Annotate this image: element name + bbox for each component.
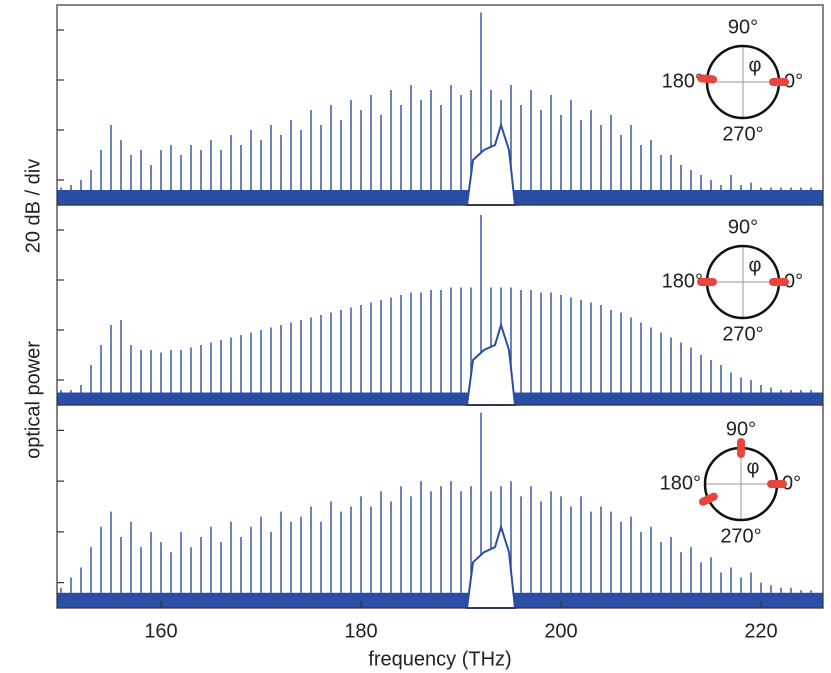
angle-label: 180° [660,472,701,494]
panel: 90° 180° 270° 0° φ [56,4,824,206]
angle-label: 0° [782,472,801,494]
x-tick-label: 160 [144,620,177,642]
angle-label: 270° [720,525,761,547]
panel: 160 180 200 220 frequency (THz) 90° 180° 270° 0°… [56,404,824,670]
phase-inset: 90° 180° 270° 0° φ [662,216,804,345]
angle-label: 180° [662,70,703,92]
noise-floor [57,592,823,608]
angle-label: 0° [784,270,803,292]
angle-label: 0° [784,70,803,92]
noise-floor [57,392,823,405]
phase-symbol: φ [749,54,762,76]
phase-inset: 90° 180° 270° 0° φ [660,418,802,547]
angle-label: 90° [728,216,758,238]
panel-frame [56,4,824,206]
x-tick-label: 220 [744,620,777,642]
y-axis-label: optical power [22,341,44,459]
y-axis-label: 20 dB / div [22,159,44,254]
x-tick-label: 200 [544,620,577,642]
panel: optical power 20 dB / div 90° 180° 270° 0° φ [22,159,824,459]
x-axis-label: frequency (THz) [368,648,511,670]
panel-frame [56,204,824,406]
angle-label: 90° [728,16,758,38]
phase-marker [698,492,718,506]
phase-inset: 90° 180° 270° 0° φ [662,16,804,145]
phase-symbol: φ [747,456,760,478]
pump-spectrum [465,121,517,206]
phase-symbol: φ [749,254,762,276]
angle-label: 180° [662,270,703,292]
x-tick-label: 180 [344,620,377,642]
pump-spectrum [465,523,517,609]
angle-label: 270° [722,123,763,145]
angle-label: 90° [726,418,756,440]
angle-label: 270° [722,323,763,345]
phase-marker [697,74,718,84]
noise-floor [57,190,823,205]
panel-frame [56,404,824,609]
pump-spectrum [465,321,517,406]
